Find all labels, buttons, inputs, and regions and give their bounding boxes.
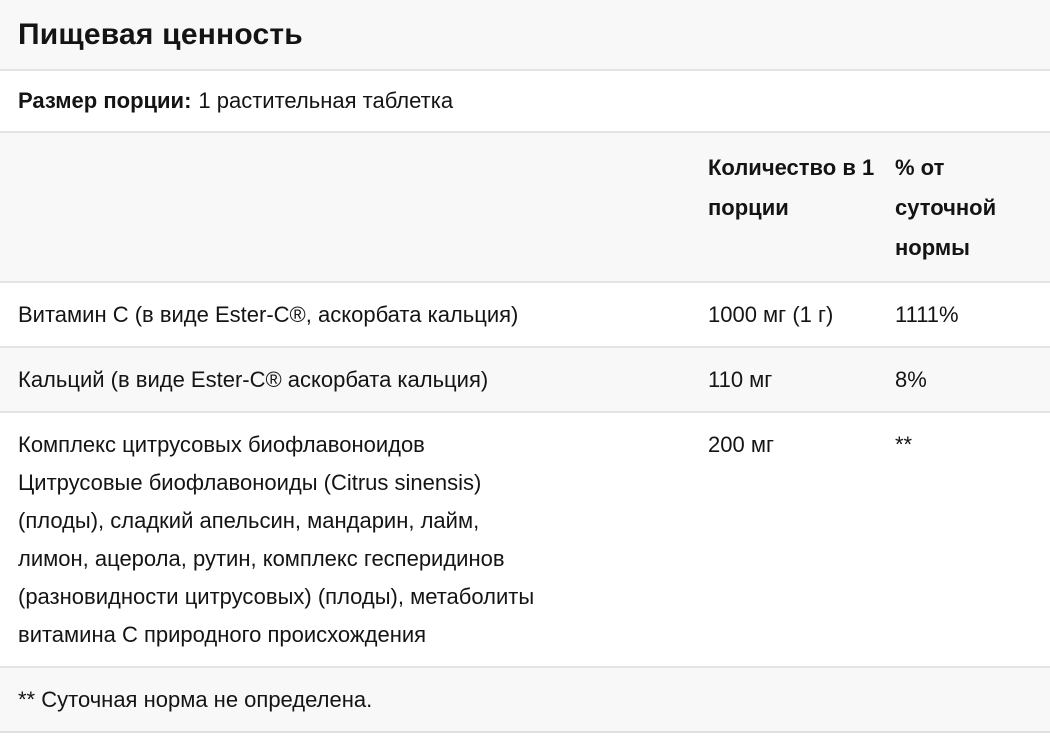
footnote: ** Суточная норма не определена. (0, 668, 1050, 733)
panel-header: Пищевая ценность (0, 0, 1050, 71)
nutrient-daily-value: ** (895, 432, 913, 457)
nutrient-name: Комплекс цитрусовых биофлавоноидов Цитру… (18, 432, 535, 647)
table-header-row: Количество в 1 порции % от суточной норм… (0, 133, 1050, 283)
table-row: Кальций (в виде Ester-C® аскорбата кальц… (0, 348, 1050, 413)
serving-size-label: Размер порции: (18, 88, 192, 113)
nutrient-amount: 200 мг (708, 432, 774, 457)
nutrient-name: Витамин C (в виде Ester-C®, аскорбата ка… (18, 302, 519, 327)
nutrition-facts-panel: Пищевая ценность Размер порции: 1 растит… (0, 0, 1050, 733)
nutrient-daily-value: 1111% (895, 302, 959, 327)
nutrient-amount: 1000 мг (1 г) (708, 302, 834, 327)
nutrient-daily-value: 8% (895, 367, 927, 392)
column-header-daily-value: % от суточной нормы (895, 155, 997, 260)
serving-size-row: Размер порции: 1 растительная таблетка (0, 71, 1050, 133)
column-header-amount: Количество в 1 порции (708, 155, 875, 220)
serving-size-value: 1 растительная таблетка (198, 88, 454, 113)
table-row: Комплекс цитрусовых биофлавоноидов Цитру… (0, 413, 1050, 668)
table-row: Витамин C (в виде Ester-C®, аскорбата ка… (0, 283, 1050, 348)
page-title: Пищевая ценность (18, 17, 303, 51)
nutrient-amount: 110 мг (708, 367, 773, 392)
nutrient-name: Кальций (в виде Ester-C® аскорбата кальц… (18, 367, 489, 392)
